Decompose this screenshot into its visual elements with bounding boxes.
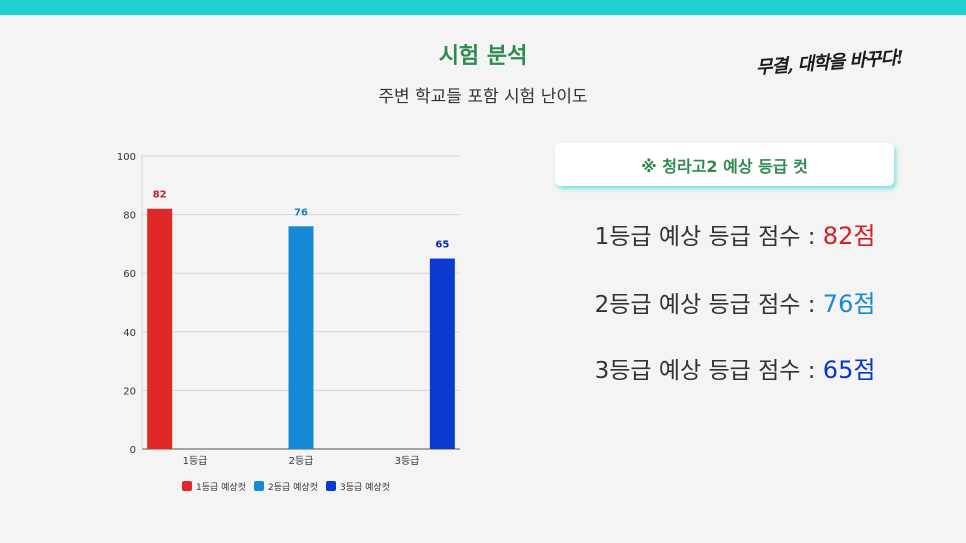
- cutoff-card-title: ※ 청라고2 예상 등급 컷: [641, 156, 808, 176]
- legend-swatch: [254, 481, 264, 491]
- score-label: 1등급 예상 등급 점수 :: [594, 224, 823, 250]
- score-value: 76점: [822, 290, 876, 318]
- top-accent-bar: [0, 0, 966, 15]
- x-tick-label: 3등급: [395, 455, 420, 467]
- x-tick-label: 1등급: [183, 455, 208, 467]
- y-tick-label: 60: [123, 269, 136, 280]
- y-tick-label: 100: [117, 152, 136, 163]
- page-subtitle: 주변 학교들 포함 시험 난이도: [378, 87, 588, 107]
- bar-chart: 0 20 40 60 80 100 1등급 2등급 3등급 82 76 65 1등급 예상컷 2등급 예상…: [117, 152, 460, 493]
- score-line-grade-1: 1등급 예상 등급 점수 : 82점: [555, 216, 915, 251]
- legend-swatch: [326, 481, 336, 491]
- legend-label: 1등급 예상컷: [196, 482, 246, 493]
- data-label: 65: [435, 240, 449, 251]
- x-tick-label: 2등급: [289, 455, 314, 467]
- legend-swatch: [182, 481, 192, 491]
- score-label: 3등급 예상 등급 점수 :: [594, 358, 823, 384]
- data-label: 82: [153, 190, 167, 201]
- score-line-grade-2: 2등급 예상 등급 점수 : 76점: [555, 284, 915, 319]
- legend-label: 3등급 예상컷: [340, 482, 390, 493]
- score-value: 82점: [822, 222, 876, 250]
- bar: [288, 226, 314, 449]
- y-tick-label: 40: [123, 328, 136, 339]
- y-tick-label: 80: [123, 211, 136, 222]
- data-label: 76: [294, 207, 308, 218]
- cutoff-card: ※ 청라고2 예상 등급 컷: [555, 143, 894, 186]
- bar: [147, 208, 173, 449]
- y-tick-label: 20: [123, 386, 136, 397]
- score-value: 65점: [822, 356, 876, 384]
- bar: [429, 258, 455, 449]
- score-label: 2등급 예상 등급 점수 :: [594, 292, 823, 318]
- score-line-grade-3: 3등급 예상 등급 점수 : 65점: [555, 350, 915, 385]
- legend-label: 2등급 예상컷: [268, 482, 318, 493]
- page-title: 시험 분석: [438, 44, 528, 69]
- y-tick-label: 0: [130, 445, 136, 456]
